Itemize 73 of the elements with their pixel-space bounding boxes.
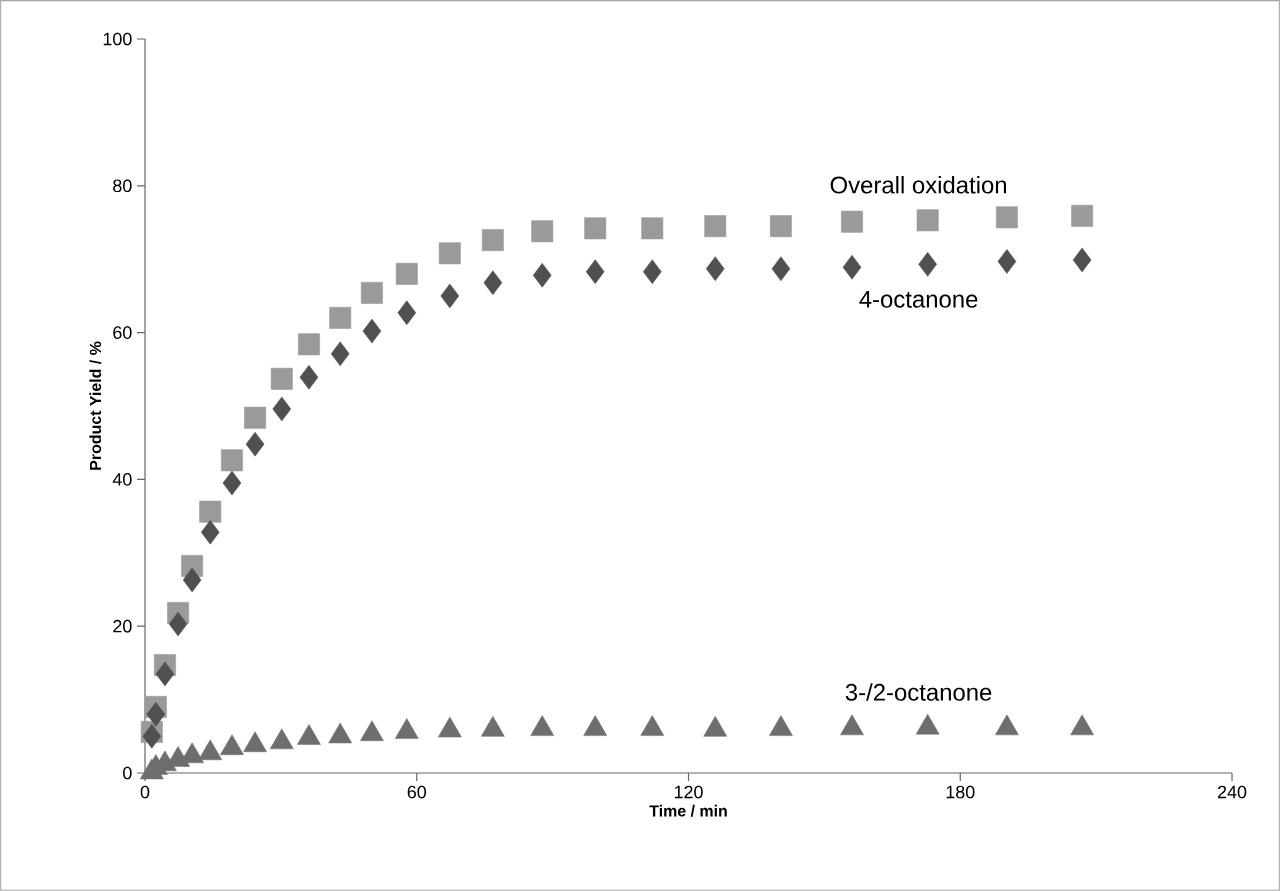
point (360, 720, 384, 742)
point (330, 341, 350, 367)
point (328, 722, 353, 744)
x-tick-label: 0 (140, 785, 150, 799)
point (531, 220, 554, 243)
x-tick-label: 180 (946, 785, 975, 799)
x-tick-label: 120 (674, 785, 703, 799)
point (995, 714, 1019, 736)
point (329, 306, 352, 329)
series-label: 4-octanone (859, 291, 978, 308)
point (705, 256, 725, 281)
point (703, 716, 728, 737)
point (481, 229, 504, 252)
point (915, 713, 940, 735)
point (221, 449, 243, 472)
point (222, 470, 242, 496)
point (842, 254, 862, 280)
point (244, 406, 267, 429)
point (395, 262, 418, 285)
y-tick-label: 60 (113, 326, 132, 339)
point (771, 256, 791, 281)
point (362, 318, 382, 344)
point (997, 249, 1017, 274)
point (918, 252, 937, 277)
point (270, 367, 293, 390)
point (532, 263, 552, 288)
point (841, 210, 863, 233)
y-tick-label: 80 (113, 179, 132, 193)
point (583, 715, 608, 736)
y-tick-label: 20 (113, 619, 132, 633)
point (269, 728, 294, 750)
y-tick-label: 40 (112, 473, 132, 486)
point (769, 215, 792, 238)
point (220, 734, 244, 755)
point (243, 731, 267, 753)
point (198, 739, 223, 761)
point (1072, 247, 1092, 273)
point (995, 206, 1018, 229)
series-label: 3-/2-octanone (845, 683, 992, 701)
point (298, 333, 320, 356)
point (297, 724, 321, 745)
x-axis-title: Time / min (649, 804, 727, 817)
point (200, 519, 220, 545)
point (245, 431, 265, 457)
series-label: Overall oxidation (830, 176, 1007, 194)
point (643, 259, 662, 284)
y-tick-label: 100 (103, 32, 132, 46)
point (584, 217, 607, 240)
x-tick-label: 240 (1217, 785, 1247, 799)
point (530, 715, 555, 736)
point (916, 209, 939, 232)
point (1071, 204, 1094, 227)
point (704, 215, 727, 238)
point (397, 300, 417, 326)
point (440, 283, 460, 309)
y-tick-label: 0 (123, 766, 132, 780)
point (640, 715, 665, 736)
point (840, 714, 864, 736)
point (272, 396, 292, 422)
point (360, 282, 383, 304)
point (483, 270, 503, 295)
point (481, 716, 505, 737)
y-axis-title: Product Yield / % (89, 341, 102, 470)
point (585, 259, 605, 284)
point (641, 217, 664, 240)
point (769, 715, 793, 736)
point (394, 718, 419, 739)
point (438, 716, 462, 738)
point (438, 242, 461, 265)
x-tick-label: 60 (407, 785, 427, 799)
point (299, 365, 319, 390)
point (1070, 714, 1094, 736)
point (199, 500, 222, 523)
